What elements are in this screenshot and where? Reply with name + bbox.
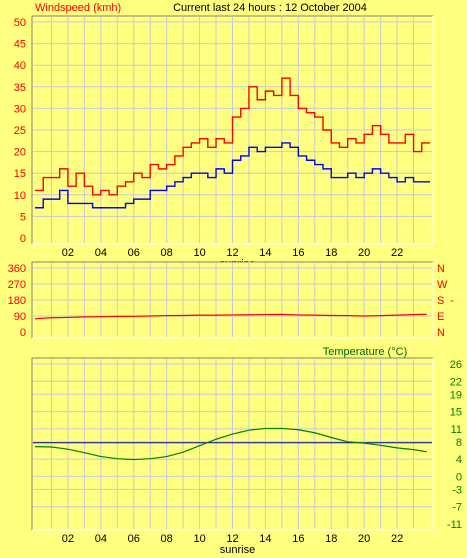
x-tick-label: 18 xyxy=(325,247,337,259)
y-tick-label: 360 xyxy=(8,263,26,275)
y-tick-label: 0 xyxy=(456,471,462,483)
series-line xyxy=(34,427,427,461)
y-tick-label: 19 xyxy=(450,389,462,401)
x-tick-label: 12 xyxy=(226,533,238,545)
y-tick-label: 40 xyxy=(14,60,26,72)
x-tick-label: 10 xyxy=(193,533,205,545)
series-line xyxy=(35,142,430,209)
x-tick-label: 22 xyxy=(391,533,403,545)
direction-compass-label: N xyxy=(437,327,445,339)
direction-compass-label: E xyxy=(437,311,444,323)
x-tick-label: 20 xyxy=(358,533,370,545)
x-tick-label: 20 xyxy=(358,247,370,259)
x-tick-label: 12 xyxy=(226,247,238,259)
direction-compass-label: S xyxy=(437,295,444,307)
y-tick-label: 26 xyxy=(450,359,462,371)
y-tick-label: 0 xyxy=(20,233,26,245)
sunrise-marker: sunrise xyxy=(220,544,255,556)
y-tick-label: 180 xyxy=(8,295,26,307)
y-tick-label: 30 xyxy=(14,103,26,115)
x-tick-label: 02 xyxy=(62,247,74,259)
y-tick-label: 8 xyxy=(456,437,462,449)
y-tick-label: 15 xyxy=(450,407,462,419)
x-tick-label: 14 xyxy=(259,533,271,545)
x-tick-label: 16 xyxy=(292,533,304,545)
y-tick-label: 25 xyxy=(14,125,26,137)
wind-chart-title: Windspeed (kmh) xyxy=(35,2,121,14)
x-tick-label: 22 xyxy=(391,247,403,259)
y-tick-label: 4 xyxy=(456,454,462,466)
x-tick-label: 08 xyxy=(161,533,173,545)
x-tick-label: 18 xyxy=(325,533,337,545)
x-tick-label: 04 xyxy=(95,247,107,259)
wind-panel: Windspeed (kmh) Current last 24 hours : … xyxy=(14,2,434,270)
x-tick-label: 04 xyxy=(95,533,107,545)
y-tick-label: 22 xyxy=(450,376,462,388)
x-tick-label: 14 xyxy=(259,247,271,259)
y-tick-label: 0 xyxy=(20,327,26,339)
direction-compass-label: W xyxy=(437,279,448,291)
direction-compass-marker: - xyxy=(450,295,454,307)
direction-compass-label: N xyxy=(437,263,445,275)
temperature-chart-title: Temperature (°C) xyxy=(323,346,407,358)
series-line xyxy=(35,77,430,196)
y-tick-label: -7 xyxy=(452,502,462,514)
y-tick-label: -11 xyxy=(447,519,462,531)
x-tick-label: 02 xyxy=(62,533,74,545)
y-tick-label: 11 xyxy=(451,424,462,436)
x-tick-label: 06 xyxy=(128,247,140,259)
x-tick-label: 08 xyxy=(161,247,173,259)
y-tick-label: 15 xyxy=(14,168,26,180)
date-title: Current last 24 hours : 12 October 2004 xyxy=(173,2,367,14)
y-tick-label: 20 xyxy=(14,147,26,159)
y-tick-label: 10 xyxy=(14,190,26,202)
y-tick-label: 270 xyxy=(8,279,26,291)
x-tick-label: 16 xyxy=(292,247,304,259)
series-line xyxy=(34,313,427,320)
y-tick-label: 45 xyxy=(14,39,26,51)
y-tick-label: 35 xyxy=(14,82,26,94)
y-tick-label: 50 xyxy=(14,17,26,29)
y-tick-label: 90 xyxy=(14,311,26,323)
x-tick-label: 10 xyxy=(193,247,205,259)
x-tick-label: 06 xyxy=(128,533,140,545)
y-tick-label: -3 xyxy=(452,484,462,496)
y-tick-label: 5 xyxy=(20,211,26,223)
